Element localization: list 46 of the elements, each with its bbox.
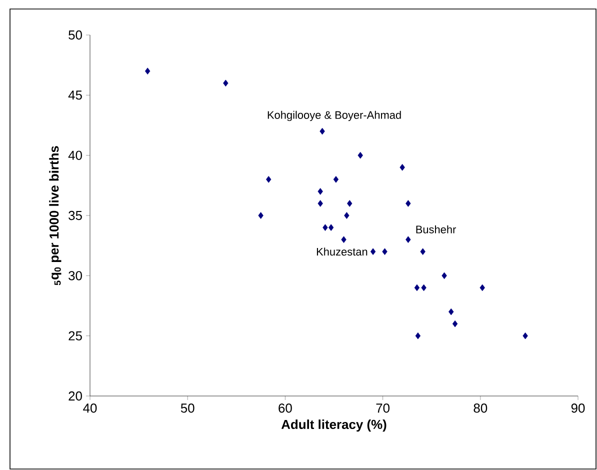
point bbox=[522, 332, 528, 340]
point bbox=[322, 224, 328, 231]
point bbox=[400, 164, 405, 171]
annotation: Khuzestan bbox=[316, 248, 368, 256]
y-tick-label: 25 bbox=[68, 331, 82, 340]
point bbox=[442, 272, 447, 280]
point bbox=[415, 332, 421, 340]
point bbox=[480, 284, 485, 292]
x-axis-title: Adult literacy (%) bbox=[281, 420, 386, 432]
point bbox=[318, 188, 323, 195]
point bbox=[452, 320, 458, 328]
point bbox=[406, 200, 411, 207]
point bbox=[414, 284, 420, 292]
point bbox=[223, 80, 228, 87]
point bbox=[144, 68, 150, 74]
point bbox=[333, 176, 339, 183]
point bbox=[328, 224, 334, 231]
point bbox=[382, 248, 388, 255]
point bbox=[320, 128, 325, 135]
point bbox=[420, 248, 426, 255]
x-tick-label: 70 bbox=[376, 404, 390, 413]
annotation: Bushehr bbox=[416, 225, 456, 234]
point bbox=[318, 200, 323, 207]
y-tick-label: 40 bbox=[68, 150, 82, 160]
x-tick-label: 60 bbox=[278, 404, 292, 413]
y-tick-label: 30 bbox=[68, 271, 82, 280]
point bbox=[448, 308, 454, 316]
point bbox=[406, 236, 411, 243]
point bbox=[358, 152, 363, 159]
point bbox=[266, 176, 272, 183]
point bbox=[344, 212, 350, 219]
x-tick-label: 90 bbox=[571, 404, 585, 413]
y-axis-title: $_{5}$q$_{0}$ per 1000 live births bbox=[49, 146, 62, 286]
x-tick-label: 50 bbox=[180, 404, 194, 413]
point bbox=[341, 236, 346, 243]
point bbox=[370, 248, 376, 255]
y-tick-label: 35 bbox=[68, 210, 82, 220]
point bbox=[258, 212, 264, 219]
annotation: Kohgilooye & Boyer-Ahmad bbox=[268, 110, 401, 122]
x-tick-label: 40 bbox=[83, 404, 97, 413]
point bbox=[421, 284, 426, 292]
x-tick-label: 80 bbox=[474, 404, 488, 413]
y-tick-label: 20 bbox=[68, 391, 82, 401]
y-tick-label: 50 bbox=[68, 30, 82, 40]
point bbox=[347, 200, 352, 207]
y-tick-label: 45 bbox=[68, 90, 82, 100]
